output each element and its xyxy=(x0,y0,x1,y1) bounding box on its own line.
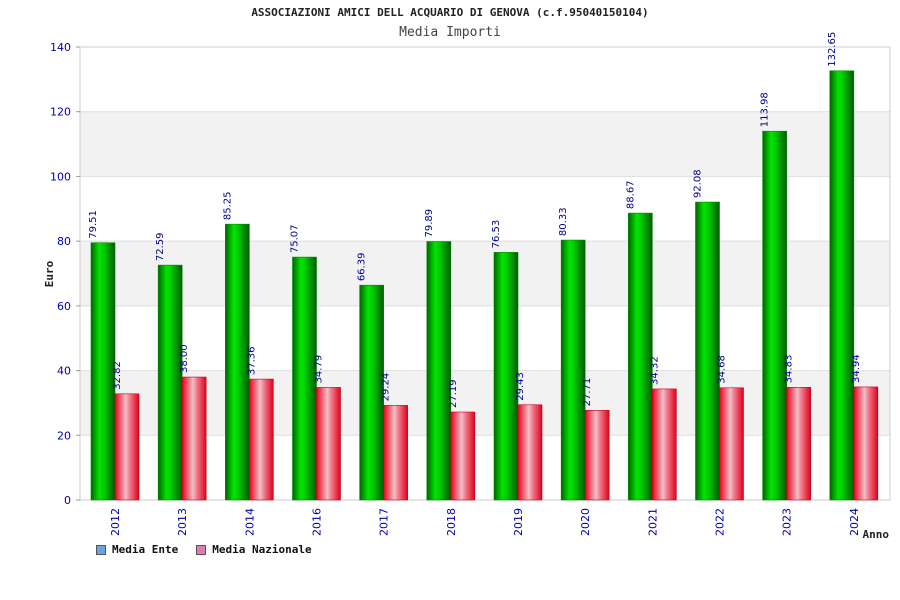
bar-value-label: 92.08 xyxy=(693,169,704,198)
chart-subtitle: Media Importi xyxy=(399,25,501,40)
legend-swatch-nazionale xyxy=(196,544,207,555)
bar-value-label: 27.19 xyxy=(448,379,459,408)
y-tick-label: 20 xyxy=(57,429,71,442)
bar-media-nazionale xyxy=(181,376,207,501)
bar-media-nazionale xyxy=(652,388,677,501)
bar-value-label: 27.71 xyxy=(582,378,593,407)
y-tick-label: 80 xyxy=(57,235,71,248)
y-tick-label: 140 xyxy=(50,41,71,54)
legend-label-ente: Media Ente xyxy=(112,543,179,556)
y-tick-label: 0 xyxy=(64,494,71,507)
legend-item-ente: Media Ente xyxy=(96,543,178,556)
legend-item-nazionale: Media Nazionale xyxy=(196,543,312,556)
bar-media-nazionale xyxy=(584,410,610,501)
bar-media-nazionale xyxy=(719,387,744,501)
bars: 79.51 32.82 72.59 38.00 85.25 37.36 75.07 34.79… xyxy=(88,32,879,501)
plot-frame xyxy=(79,46,891,501)
bar-value-label: 80.33 xyxy=(558,207,569,236)
bar-media-ente xyxy=(829,70,855,501)
y-tick-label: 100 xyxy=(50,170,71,183)
x-tick-label: 2024 xyxy=(848,508,861,536)
bar-value-label: 34.68 xyxy=(717,355,728,384)
bar-media-nazionale xyxy=(249,378,274,501)
x-tick-label: 2022 xyxy=(714,508,727,536)
bar-value-label: 79.51 xyxy=(88,210,99,239)
y-tick-label: 40 xyxy=(57,365,71,378)
chart-title: ASSOCIAZIONI AMICI DELL ACQUARIO DI GENO… xyxy=(251,6,649,19)
x-axis-label: Anno xyxy=(863,528,890,541)
x-tick-label: 2018 xyxy=(445,508,458,536)
axes: 0 20 40 60 80 100 120 140 Euro Anno 2012 2013 2014 20… xyxy=(43,41,889,541)
bar-media-ente xyxy=(426,241,452,501)
bar-media-ente xyxy=(292,256,317,501)
bar-media-ente xyxy=(90,242,116,501)
bar-value-label: 72.59 xyxy=(155,232,166,261)
x-tick-label: 2014 xyxy=(243,508,256,536)
grid-band xyxy=(80,111,890,177)
x-tick-label: 2021 xyxy=(646,508,659,536)
bar-value-label: 37.36 xyxy=(246,346,257,375)
bar-value-label: 75.07 xyxy=(290,224,301,253)
bar-media-ente xyxy=(225,223,250,501)
bar-value-label: 34.83 xyxy=(784,355,795,384)
bar-media-ente xyxy=(762,130,787,501)
x-tick-label: 2013 xyxy=(176,508,189,536)
x-tick-label: 2020 xyxy=(579,508,592,536)
grid-bands xyxy=(79,46,891,501)
legend-swatch-ente xyxy=(96,544,106,555)
grid-band xyxy=(80,370,890,436)
bar-value-label: 66.39 xyxy=(357,253,368,282)
bar-value-label: 85.25 xyxy=(222,192,233,221)
x-tick-label: 2016 xyxy=(311,508,324,536)
bar-value-label: 32.82 xyxy=(112,361,123,390)
bar-media-ente xyxy=(695,201,720,501)
bar-value-label: 34.79 xyxy=(314,355,325,384)
bar-value-label: 113.98 xyxy=(760,92,771,127)
bar-media-ente xyxy=(493,252,519,501)
bar-media-ente xyxy=(157,264,183,501)
bar-value-label: 76.53 xyxy=(491,220,502,249)
bar-value-label: 88.67 xyxy=(625,180,636,209)
grid-band xyxy=(80,241,890,306)
x-tick-label: 2019 xyxy=(512,508,525,536)
legend-label-nazionale: Media Nazionale xyxy=(212,543,312,556)
bar-media-ente xyxy=(359,284,384,501)
x-tick-label: 2012 xyxy=(109,508,122,536)
x-tick-label: 2017 xyxy=(378,508,391,536)
bar-value-label: 38.00 xyxy=(179,344,190,373)
bar-media-nazionale xyxy=(853,386,879,501)
x-tick-label: 2023 xyxy=(781,508,794,536)
y-tick-label: 120 xyxy=(50,106,71,119)
bar-media-nazionale xyxy=(114,393,140,501)
bar-value-label: 132.65 xyxy=(827,32,838,67)
y-axis-label: Euro xyxy=(43,260,56,287)
bar-value-label: 34.94 xyxy=(851,354,862,383)
bar-value-label: 79.89 xyxy=(424,209,435,238)
bar-media-nazionale xyxy=(383,405,408,501)
bar-media-nazionale xyxy=(786,387,811,501)
bar-media-ente xyxy=(560,239,586,501)
bar-media-ente xyxy=(628,212,653,501)
bar-media-nazionale xyxy=(517,404,543,501)
y-tick-label: 60 xyxy=(57,300,71,313)
legend: Media Ente Media Nazionale xyxy=(96,543,324,556)
bar-value-label: 29.24 xyxy=(381,373,392,402)
bar-media-nazionale xyxy=(450,411,476,501)
bar-media-nazionale xyxy=(316,387,341,501)
bar-value-label: 34.32 xyxy=(649,356,660,385)
bar-value-label: 29.43 xyxy=(515,372,526,401)
